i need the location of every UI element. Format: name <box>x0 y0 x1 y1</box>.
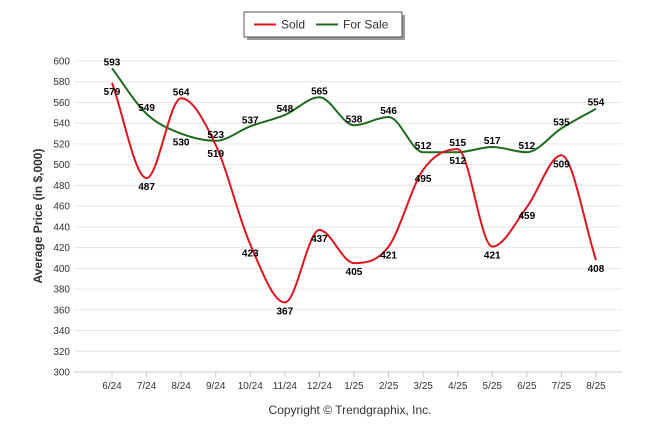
data-label-for-sale: 517 <box>484 136 501 147</box>
series-line-sold <box>111 82 597 304</box>
data-label-for-sale: 535 <box>553 117 570 128</box>
data-label-for-sale: 512 <box>449 156 466 167</box>
data-label-for-sale: 565 <box>311 86 328 97</box>
x-tick-label: 8/24 <box>171 381 191 392</box>
y-axis-title: Average Price (in $,000) <box>31 149 45 284</box>
grid-lines <box>74 60 622 373</box>
y-tick-label: 600 <box>53 57 70 68</box>
data-label-sold: 421 <box>484 251 501 262</box>
y-tick-label: 340 <box>53 326 70 337</box>
data-label-sold: 487 <box>138 182 155 193</box>
data-label-for-sale: 512 <box>415 141 432 152</box>
series-lines <box>111 67 597 304</box>
y-tick-label: 320 <box>53 347 70 358</box>
x-tick-label: 5/25 <box>483 381 503 392</box>
data-label-for-sale: 537 <box>242 115 259 126</box>
x-tick-label: 12/24 <box>307 381 332 392</box>
x-tick-label: 7/24 <box>137 381 157 392</box>
data-label-for-sale: 548 <box>277 104 294 115</box>
y-tick-label: 440 <box>53 222 70 233</box>
data-label-sold: 437 <box>311 234 328 245</box>
x-tick-label: 2/25 <box>379 381 399 392</box>
data-labels: 579 487 564 519 423 367 437 405 421 495 515 421 459 5… <box>104 57 605 317</box>
data-label-for-sale: 538 <box>346 114 363 125</box>
y-tick-label: 480 <box>53 181 70 192</box>
x-tick-label: 11/24 <box>273 381 298 392</box>
y-tick-label: 540 <box>53 119 70 130</box>
legend: Sold For Sale <box>243 11 405 40</box>
x-tick-label: 8/25 <box>586 381 606 392</box>
y-tick-label: 420 <box>53 243 70 254</box>
data-label-for-sale: 593 <box>104 57 121 68</box>
y-tick-label: 580 <box>53 77 70 88</box>
data-label-sold: 459 <box>518 211 535 222</box>
data-label-for-sale: 512 <box>518 141 535 152</box>
y-tick-label: 460 <box>53 202 70 213</box>
x-tick-label: 6/24 <box>102 381 122 392</box>
data-label-sold: 421 <box>380 251 397 262</box>
data-label-sold: 515 <box>449 138 466 149</box>
data-label-sold: 519 <box>207 149 224 160</box>
x-tick-label: 10/24 <box>238 381 263 392</box>
x-tick-label: 1/25 <box>344 381 364 392</box>
series-line-for-sale <box>111 67 597 154</box>
x-tick-label: 6/25 <box>517 381 537 392</box>
data-label-for-sale: 554 <box>588 98 605 109</box>
y-tick-label: 300 <box>53 368 70 379</box>
data-label-for-sale: 549 <box>138 103 155 114</box>
data-label-for-sale: 530 <box>173 138 190 149</box>
data-label-for-sale: 523 <box>207 130 224 141</box>
copyright-text: Copyright © Trendgraphix, Inc. <box>269 403 432 417</box>
legend-label-sold: Sold <box>281 18 305 32</box>
x-tick-label: 4/25 <box>448 381 468 392</box>
x-tick-label: 9/24 <box>206 381 226 392</box>
y-tick-label: 500 <box>53 160 70 171</box>
data-label-sold: 495 <box>415 174 432 185</box>
y-tick-label: 520 <box>53 139 70 150</box>
x-tick-label: 7/25 <box>552 381 572 392</box>
data-label-sold: 579 <box>104 87 121 98</box>
data-label-sold: 408 <box>588 264 605 275</box>
y-tick-label: 560 <box>53 98 70 109</box>
y-tick-label: 360 <box>53 305 70 316</box>
axes: 300 320 340 360 380 400 420 440 460 480 500 520 540 5… <box>53 57 622 392</box>
data-label-sold: 423 <box>242 248 259 259</box>
data-label-sold: 564 <box>173 87 190 98</box>
x-tick-label: 3/25 <box>413 381 433 392</box>
data-label-sold: 405 <box>346 267 363 278</box>
y-tick-label: 400 <box>53 264 70 275</box>
y-tick-label: 380 <box>53 285 70 296</box>
data-label-for-sale: 546 <box>380 106 397 117</box>
data-label-sold: 509 <box>553 159 570 170</box>
data-label-sold: 367 <box>277 307 294 318</box>
legend-label-for-sale: For Sale <box>343 18 389 32</box>
